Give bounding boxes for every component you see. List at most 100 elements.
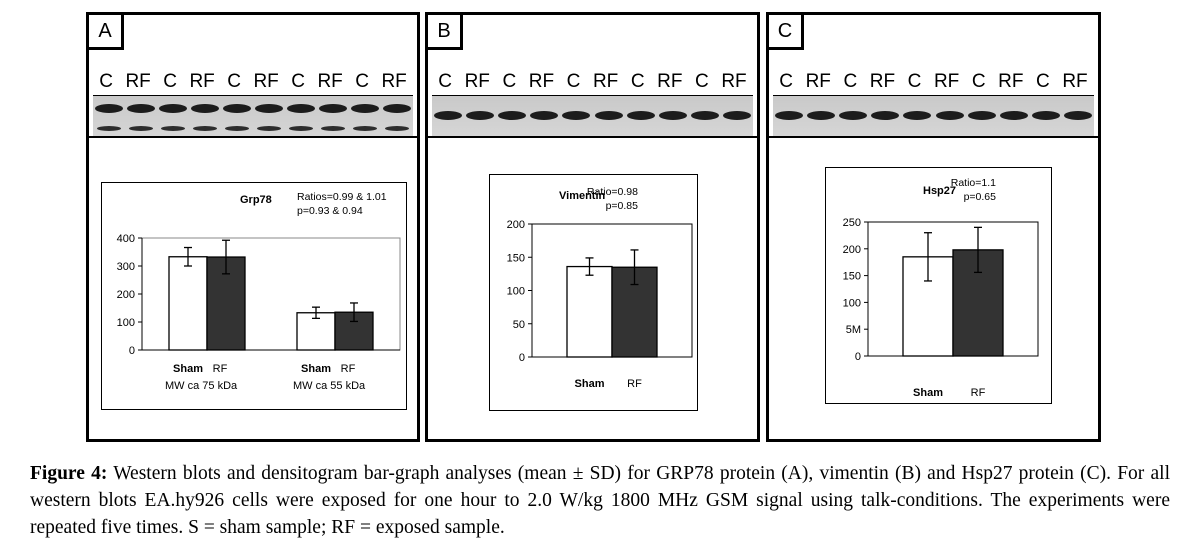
lane-label: RF [592,71,619,92]
blot-band [839,111,868,120]
y-tick-label: 0 [129,345,135,357]
lane-label: C [99,71,113,92]
figure-caption: Figure 4: Western blots and densitogram … [30,460,1170,541]
divider [428,136,757,138]
y-tick-label: 150 [843,271,861,283]
stat-p: p=0.85 [606,200,639,212]
chart-title: Hsp27 [923,185,956,197]
lane-label: C [1036,71,1050,92]
chart-svg: Grp78 Ratios=0.99 & 1.01 p=0.93 & 0.94 0 100… [117,191,401,392]
group-label-mw: MW ca 55 kDa [293,380,366,392]
lane-label: RF [189,71,215,92]
group-label-sham: Sham [913,387,943,399]
panel-b: B C RF C RF C RF C RF C RF Vimentin Ratio=0.98 p=0.… [425,12,760,442]
blot-band-lower [129,126,153,131]
blot-band-lower [385,126,409,131]
blot-band [935,111,964,120]
blot-band [1063,111,1092,120]
lane-label: RF [381,71,407,92]
blot-band [191,104,219,113]
lane-label: C [355,71,369,92]
blot-band [223,104,251,113]
blot-band [287,104,315,113]
bar-chart-vimentin: Vimentin Ratio=0.98 p=0.85 0 50 100 150 200 Sham… [489,174,698,411]
y-tick-label: 100 [843,297,861,309]
lane-label: RF [125,71,151,92]
lane-label: RF [869,71,896,92]
blot-band-lower [289,126,313,131]
lane-label: C [291,71,305,92]
lane-label: C [779,71,794,92]
blot-band [466,111,495,120]
y-tick-label: 200 [507,219,525,231]
blot-band [690,111,719,120]
blot-band [722,111,751,120]
bar-chart-grp78: Grp78 Ratios=0.99 & 1.01 p=0.93 & 0.94 0 100… [101,182,407,410]
y-tick-label: 100 [507,286,525,298]
lane-labels: C RF C RF C RF C RF C RF [432,71,753,95]
blot-band [255,104,283,113]
y-tick-label: 200 [843,244,861,256]
blot-band-lower [225,126,249,131]
bar-chart-hsp27: Hsp27 Ratio=1.1 p=0.65 0 5M 100 150 200 250 Sham R… [825,167,1052,404]
blot-band [967,111,996,120]
lane-label: C [971,71,986,92]
blot-band [498,111,527,120]
y-tick-label: 200 [117,289,135,301]
group-label-rf: RF [341,363,356,375]
y-tick-label: 400 [117,233,135,245]
panel-letter: B [425,12,463,50]
blot-band-lower [161,126,185,131]
group-label-rf: RF [213,363,228,375]
blot-band [351,104,379,113]
lane-label: RF [317,71,343,92]
group-label-rf: RF [627,378,642,390]
lane-label: RF [721,71,747,92]
blot-band-lower [321,126,345,131]
y-tick-label: 50 [513,319,525,331]
blot-band [383,104,411,113]
group-label-sham: Sham [301,363,331,375]
western-blot-image [432,95,753,138]
lane-label: RF [1062,71,1088,92]
y-tick-label: 5M [846,324,861,336]
lane-label: RF [933,71,960,92]
caption-text: Western blots and densitogram bar-graph … [30,463,1170,538]
lane-label: RF [253,71,279,92]
blot-band [903,111,932,120]
panel-letter: A [86,12,124,50]
blot-band [775,111,804,120]
divider [89,136,417,138]
blot-band [871,111,900,120]
group-label-sham: Sham [575,378,605,390]
blot-band [594,111,623,120]
blot-band [159,104,187,113]
lane-label: RF [657,71,683,92]
bar-sham [566,265,613,358]
divider [769,136,1098,138]
bar-sham [296,312,336,351]
group-label-rf: RF [971,387,986,399]
lane-label: C [566,71,581,92]
y-tick-label: 0 [855,351,861,363]
blot-band [95,104,123,113]
stat-p: p=0.93 & 0.94 [297,205,363,217]
blot-band-lower [193,126,217,131]
group-label-sham: Sham [173,363,203,375]
stat-ratio: Ratio=0.98 [587,186,638,198]
panel-letter: C [766,12,804,50]
lane-label: C [630,71,645,92]
stat-ratio: Ratios=0.99 & 1.01 [297,191,387,203]
lane-label: C [438,71,453,92]
lane-label: RF [805,71,831,92]
lane-labels: C RF C RF C RF C RF C RF [773,71,1094,95]
y-tick-label: 250 [843,217,861,229]
lane-labels: C RF C RF C RF C RF C RF [93,71,413,95]
blot-band [807,111,836,120]
y-tick-label: 100 [117,317,135,329]
blot-band [1031,111,1060,120]
blot-band [626,111,655,120]
y-tick-label: 300 [117,261,135,273]
blot-band-lower [97,126,121,131]
